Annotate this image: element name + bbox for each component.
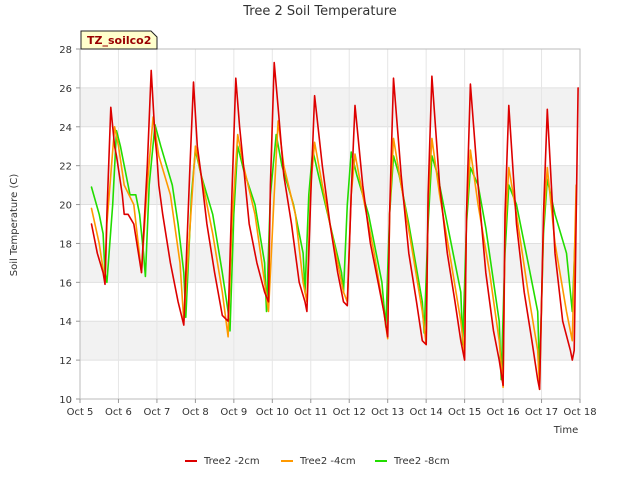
x-tick-label: Oct 14 (410, 407, 443, 418)
plot-band (80, 126, 580, 166)
series-line-tree2-2cm (90, 61, 579, 391)
legend-item: Tree2 -4cm (281, 456, 356, 467)
x-axis-ticks: Oct 5 Oct 6 Oct 7 Oct 8 Oct 9 Oct 10 Oct 11 Oct… (67, 399, 597, 418)
plot-bands (80, 49, 580, 399)
plot-band (80, 49, 580, 88)
legend-label: Tree2 -2cm (203, 456, 260, 467)
x-tick-label: Oct 12 (333, 407, 366, 418)
y-tick-label: 26 (59, 84, 72, 95)
chart-title: Tree 2 Soil Temperature (242, 4, 397, 19)
y-tick-label: 12 (59, 356, 72, 367)
y-tick-label: 20 (59, 201, 72, 212)
legend: Tree2 -2cm Tree2 -4cm Tree2 -8cm (185, 456, 450, 467)
y-tick-label: 18 (59, 239, 72, 250)
plot-frame (79, 48, 581, 400)
annotation-label: TZ_soilco2 (87, 34, 151, 47)
x-tick-label: Oct 9 (220, 407, 247, 418)
y-tick-label: 24 (59, 123, 72, 134)
legend-label: Tree2 -8cm (393, 456, 450, 467)
x-tick-label: Oct 6 (105, 407, 132, 418)
plot-band (80, 87, 580, 127)
x-tick-label: Oct 8 (182, 407, 209, 418)
annotation-box (80, 30, 158, 50)
y-tick-label: 16 (59, 278, 72, 289)
x-tick-label: Oct 17 (525, 407, 558, 418)
plot-band (80, 321, 580, 361)
y-axis-label: Soil Temperature (C) (9, 174, 20, 277)
y-tick-label: 28 (59, 45, 72, 56)
x-tick-label: Oct 18 (563, 407, 596, 418)
x-tick-label: Oct 16 (486, 407, 519, 418)
plot-band (80, 243, 580, 283)
x-tick-label: Oct 15 (448, 407, 481, 418)
x-tick-label: Oct 7 (144, 407, 171, 418)
plot-band (80, 360, 580, 399)
legend-item: Tree2 -8cm (375, 456, 450, 467)
series-layer (90, 61, 579, 391)
x-axis-label: Time (553, 425, 578, 436)
x-tick-label: Oct 10 (256, 407, 289, 418)
x-tick-label: Oct 11 (294, 407, 327, 418)
y-axis-ticks: 10 12 14 16 18 20 22 24 26 28 (59, 45, 80, 406)
x-tick-label: Oct 5 (67, 407, 94, 418)
annotation-badge: TZ_soilco2 (80, 30, 158, 50)
legend-item: Tree2 -2cm (185, 456, 260, 467)
legend-label: Tree2 -4cm (299, 456, 356, 467)
y-tick-label: 22 (59, 162, 72, 173)
y-tick-label: 14 (59, 317, 72, 328)
x-tick-label: Oct 13 (371, 407, 404, 418)
y-tick-label: 10 (59, 395, 72, 406)
